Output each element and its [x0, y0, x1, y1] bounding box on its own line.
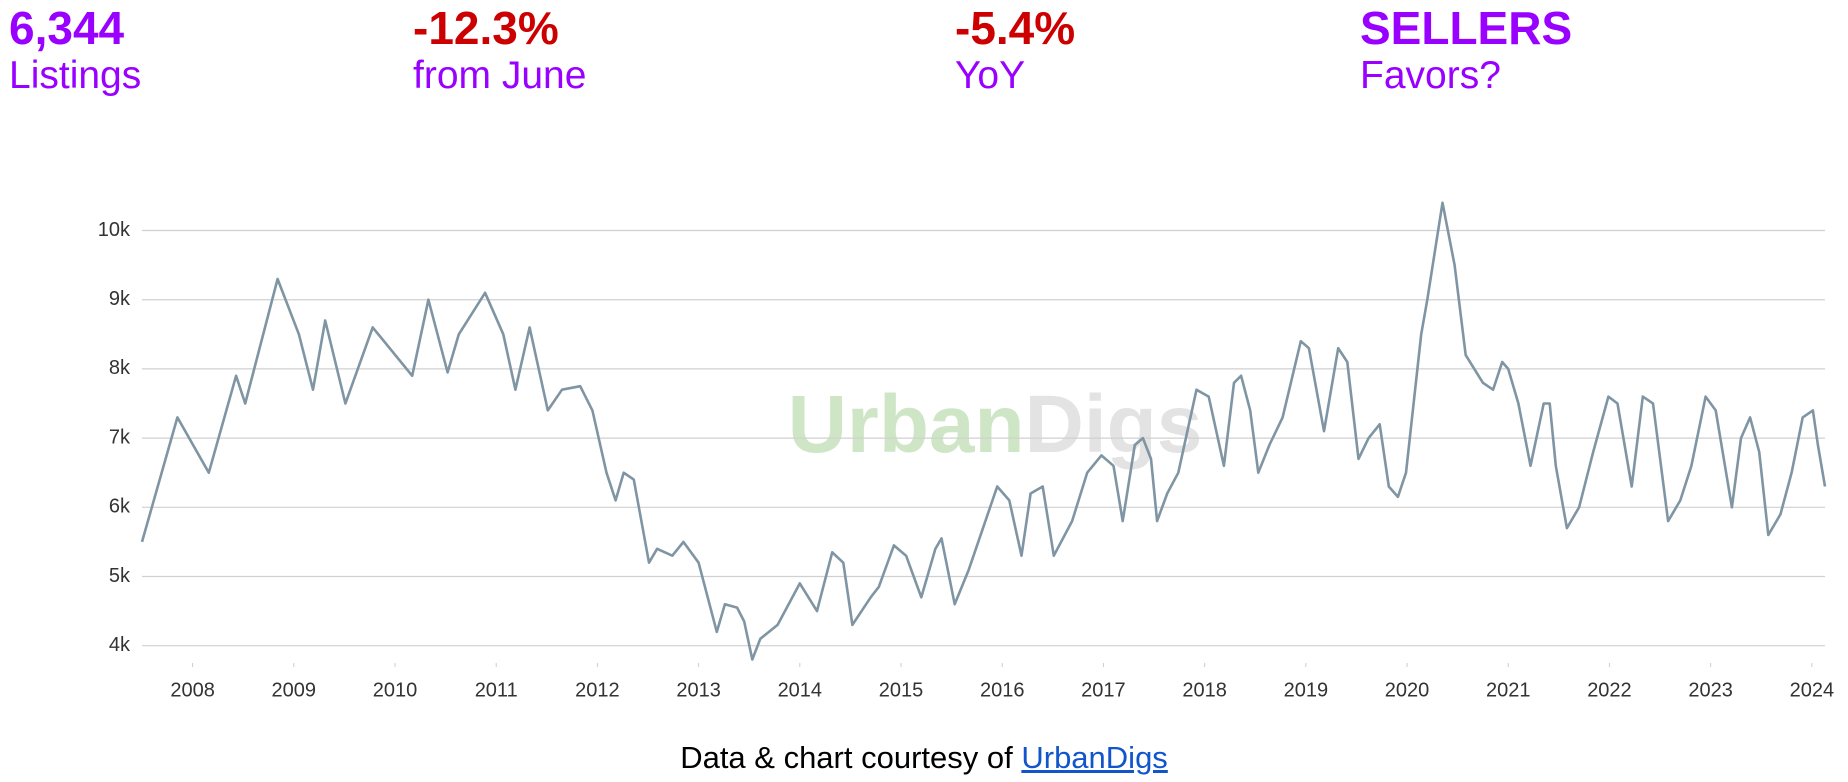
stat-label: Listings: [9, 54, 142, 97]
stat-value: -5.4%: [955, 2, 1076, 54]
x-tick-label: 2008: [170, 679, 215, 701]
stat-label: from June: [413, 54, 587, 97]
y-tick-label: 6k: [109, 496, 131, 518]
x-tick-label: 2022: [1587, 679, 1632, 701]
footer: Data & chart courtesy of UrbanDigs: [0, 740, 1848, 776]
x-tick-label: 2009: [272, 679, 317, 701]
x-tick-label: 2023: [1688, 679, 1733, 701]
x-tick-label: 2014: [778, 679, 823, 701]
y-tick-label: 7k: [109, 426, 131, 448]
x-tick-label: 2013: [676, 679, 721, 701]
stat: 6,344 Listings: [9, 2, 141, 98]
stat-value: 6,344: [9, 2, 125, 54]
footer-text: Data & chart courtesy of: [680, 740, 1013, 775]
stat-label: Favors?: [1360, 54, 1501, 97]
watermark: UrbanDigs: [788, 379, 1203, 470]
x-tick-label: 2012: [575, 679, 620, 701]
stat-value: SELLERS: [1360, 2, 1573, 54]
stat-label: YoY: [955, 54, 1026, 97]
y-tick-label: 10k: [98, 219, 131, 241]
x-tick-label: 2016: [980, 679, 1025, 701]
stat: SELLERS Favors?: [1360, 2, 1572, 98]
x-tick-label: 2010: [373, 679, 418, 701]
x-tick-label: 2024: [1790, 679, 1835, 701]
y-tick-label: 5k: [109, 565, 131, 587]
watermark-part: Digs: [1025, 379, 1203, 470]
line-series: [140, 201, 1827, 661]
x-tick-label: 2017: [1081, 679, 1126, 701]
x-tick-label: 2015: [879, 679, 924, 701]
chart: UrbanDigs 4k 5k 6k 7k 8k 9k 10k 2008 2009 2010 2011…: [98, 201, 1835, 701]
y-tick-label: 9k: [109, 288, 131, 310]
footer-link[interactable]: UrbanDigs: [1021, 740, 1168, 775]
x-tick-label: 2011: [475, 679, 518, 701]
watermark-part: Urban: [788, 379, 1025, 470]
x-tick-label: 2020: [1385, 679, 1430, 701]
stat: -12.3% from June: [413, 2, 586, 98]
y-tick-label: 4k: [109, 634, 131, 656]
x-tick-label: 2019: [1284, 679, 1329, 701]
stat-value: -12.3%: [413, 2, 559, 54]
y-tick-label: 8k: [109, 357, 131, 379]
stat: -5.4% YoY: [955, 2, 1075, 98]
x-tick-label: 2018: [1182, 679, 1227, 701]
x-tick-label: 2021: [1486, 679, 1531, 701]
